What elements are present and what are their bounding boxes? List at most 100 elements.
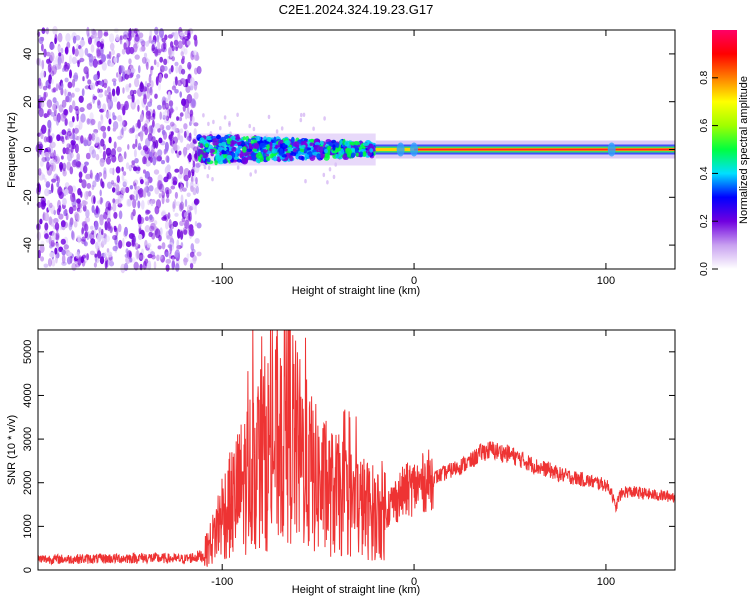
- noise-speckle: [135, 127, 140, 132]
- noise-speckle: [122, 120, 128, 127]
- noise-speckle: [44, 178, 47, 183]
- noise-speckle: [99, 189, 102, 197]
- noise-speckle: [100, 125, 106, 132]
- noise-speckle: [44, 156, 50, 162]
- noise-speckle: [55, 83, 59, 92]
- noise-speckle: [122, 105, 126, 116]
- noise-speckle: [86, 182, 92, 189]
- noise-speckle: [179, 165, 184, 175]
- noise-speckle: [122, 171, 127, 176]
- noise-speckle: [62, 67, 65, 72]
- noise-speckle: [211, 177, 214, 182]
- noise-speckle: [90, 225, 94, 230]
- noise-speckle: [75, 262, 81, 268]
- band-blob: [247, 138, 252, 143]
- noise-speckle: [134, 158, 139, 164]
- noise-speckle: [157, 127, 161, 133]
- noise-speckle: [84, 191, 89, 200]
- band-blob: [314, 141, 321, 146]
- noise-speckle: [299, 117, 303, 123]
- noise-speckle: [54, 37, 57, 45]
- noise-speckle: [152, 156, 157, 166]
- noise-speckle: [180, 230, 184, 240]
- noise-speckle: [154, 228, 161, 239]
- colorbar-tick-label: 0.2: [699, 214, 710, 228]
- band-blob: [284, 148, 288, 152]
- colorbar-tick-label: 0.8: [699, 70, 710, 84]
- noise-speckle: [161, 194, 165, 205]
- noise-speckle: [189, 77, 195, 87]
- noise-speckle: [116, 175, 121, 184]
- noise-speckle: [49, 152, 53, 157]
- noise-speckle: [186, 253, 190, 260]
- noise-speckle: [83, 139, 89, 147]
- noise-speckle: [67, 185, 74, 195]
- noise-speckle: [45, 183, 50, 188]
- noise-speckle: [97, 29, 103, 39]
- noise-speckle: [85, 173, 92, 180]
- noise-speckle: [144, 41, 150, 47]
- noise-speckle: [168, 188, 172, 194]
- noise-speckle: [89, 145, 95, 155]
- noise-speckle: [207, 165, 211, 170]
- noise-speckle: [66, 130, 72, 137]
- noise-speckle: [179, 31, 185, 37]
- noise-speckle: [68, 104, 73, 113]
- noise-speckle: [171, 125, 177, 133]
- noise-speckle: [68, 54, 73, 65]
- noise-speckle: [67, 251, 73, 257]
- noise-speckle: [71, 230, 74, 240]
- noise-speckle: [55, 232, 60, 241]
- band-blob: [301, 156, 305, 161]
- band-blob: [230, 140, 237, 145]
- noise-speckle: [138, 233, 143, 241]
- noise-speckle: [196, 251, 202, 257]
- noise-speckle: [132, 125, 135, 134]
- noise-speckle: [57, 32, 63, 43]
- noise-speckle: [127, 198, 132, 207]
- noise-speckle: [131, 93, 135, 103]
- noise-speckle: [182, 187, 187, 192]
- noise-speckle: [133, 261, 139, 271]
- band-blob: [255, 158, 261, 164]
- noise-speckle: [178, 203, 183, 212]
- noise-speckle: [57, 55, 62, 66]
- noise-speckle: [92, 58, 98, 68]
- noise-speckle: [54, 247, 58, 255]
- noise-speckle: [101, 54, 106, 63]
- noise-speckle: [54, 153, 59, 160]
- noise-speckle: [180, 194, 184, 204]
- noise-speckle: [112, 245, 118, 252]
- noise-speckle: [40, 256, 45, 262]
- noise-speckle: [103, 167, 107, 175]
- noise-speckle: [61, 138, 65, 144]
- noise-speckle: [119, 119, 125, 128]
- noise-speckle: [63, 244, 69, 250]
- noise-speckle: [132, 143, 136, 150]
- tone-disturbance: [410, 142, 419, 157]
- noise-speckle: [99, 147, 103, 154]
- noise-speckle: [84, 231, 88, 239]
- noise-speckle: [171, 85, 177, 91]
- noise-speckle: [50, 141, 56, 148]
- noise-speckle: [45, 27, 50, 35]
- spectrogram-tone-band: [196, 133, 675, 166]
- band-blob: [242, 146, 247, 153]
- noise-speckle: [99, 80, 104, 86]
- noise-speckle: [188, 152, 192, 163]
- noise-speckle: [50, 183, 54, 194]
- noise-speckle: [127, 28, 132, 38]
- noise-speckle: [72, 133, 76, 141]
- noise-speckle: [134, 34, 140, 42]
- noise-speckle: [86, 118, 91, 125]
- noise-speckle: [171, 123, 177, 130]
- noise-speckle: [61, 99, 67, 108]
- noise-speckle: [122, 181, 127, 188]
- noise-speckle: [179, 135, 184, 143]
- noise-speckle: [159, 56, 164, 63]
- noise-speckle: [141, 200, 145, 210]
- noise-speckle: [186, 192, 191, 198]
